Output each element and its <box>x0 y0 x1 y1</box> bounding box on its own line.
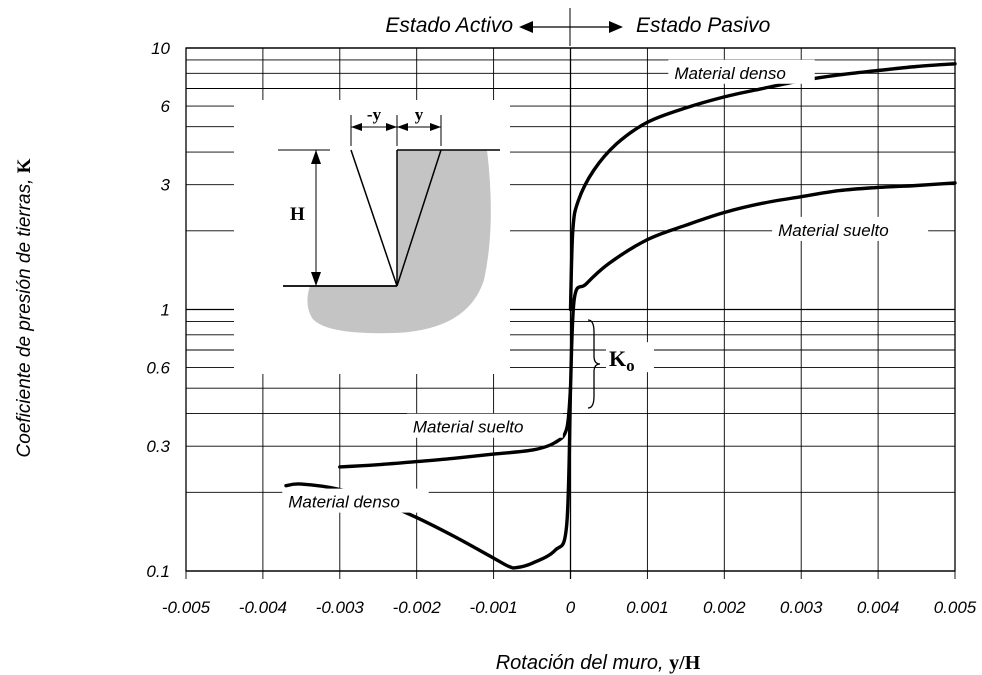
ann-denso-pasivo: Material denso <box>674 64 786 83</box>
x-tick-label: -0.004 <box>239 598 287 617</box>
x-tick-label: -0.001 <box>469 598 517 617</box>
x-tick-label: -0.005 <box>162 598 211 617</box>
header-arrow <box>519 8 623 46</box>
y-tick-label: 0.1 <box>146 562 170 581</box>
curve-material-suelto-active <box>338 386 573 469</box>
annotation-bg <box>668 59 815 84</box>
x-tick-label: 0.002 <box>703 598 746 617</box>
x-axis-label-symbol: y/H <box>669 652 701 674</box>
annotation-bg <box>772 216 929 241</box>
ann-suelto-pasivo: Material suelto <box>778 221 889 240</box>
inset-H-label: H <box>290 204 305 225</box>
x-tick-label: -0.003 <box>316 598 365 617</box>
y-tick-label: 3 <box>161 176 171 195</box>
curve-material-suelto-passive <box>568 181 957 390</box>
curves <box>284 62 957 570</box>
annotation-bg <box>282 488 429 513</box>
y-tick-label: 6 <box>161 97 171 116</box>
y-tick-label: 0.6 <box>146 359 170 378</box>
ko-brace <box>587 319 601 409</box>
x-axis-label-text: Rotación del muro, <box>496 652 669 674</box>
x-tick-label: 0.003 <box>780 598 823 617</box>
y-tick-label: 1 <box>161 301 170 320</box>
x-tick-label: 0.004 <box>857 598 900 617</box>
x-tick-label: 0 <box>566 598 576 617</box>
y-tick-label: 10 <box>151 39 170 58</box>
y-tick-label: 0.3 <box>146 437 170 456</box>
header-passive-label: Estado Pasivo <box>636 14 771 37</box>
x-tick-label: -0.002 <box>393 598 442 617</box>
ko-label-bg <box>605 342 654 373</box>
y-tick-labels: 0.1 0.3 0.6 1 3 6 10 <box>146 39 170 581</box>
inset-y-label: y <box>415 105 424 124</box>
header-active-label: Estado Activo <box>385 14 513 37</box>
ann-suelto-activo: Material suelto <box>413 418 524 437</box>
x-axis-label: Rotación del muro, y/H <box>496 652 701 674</box>
annotation-bg <box>406 413 563 438</box>
y-axis-label-symbol: K <box>14 158 35 173</box>
wall-diagram-inset: H -y y <box>234 100 510 374</box>
ann-denso-activo: Material denso <box>288 493 400 512</box>
y-axis-label-text: Coeficiente de presión de tierras, <box>14 173 35 457</box>
x-tick-label: 0.001 <box>626 598 669 617</box>
curve-material-denso-passive <box>568 62 957 312</box>
annotations: Material denso Material suelto Material su… <box>282 59 929 513</box>
soil-fill <box>307 150 491 334</box>
ko-label: Ko <box>609 346 635 375</box>
x-tick-label: 0.005 <box>934 598 977 617</box>
plot-frame <box>185 47 956 572</box>
inset-minus-y-label: -y <box>367 105 382 124</box>
x-tick-labels: -0.005 -0.004 -0.003 -0.002 -0.001 0 0.001 0.00… <box>162 598 977 617</box>
y-axis-label: Coeficiente de presión de tierras, K <box>14 158 35 457</box>
